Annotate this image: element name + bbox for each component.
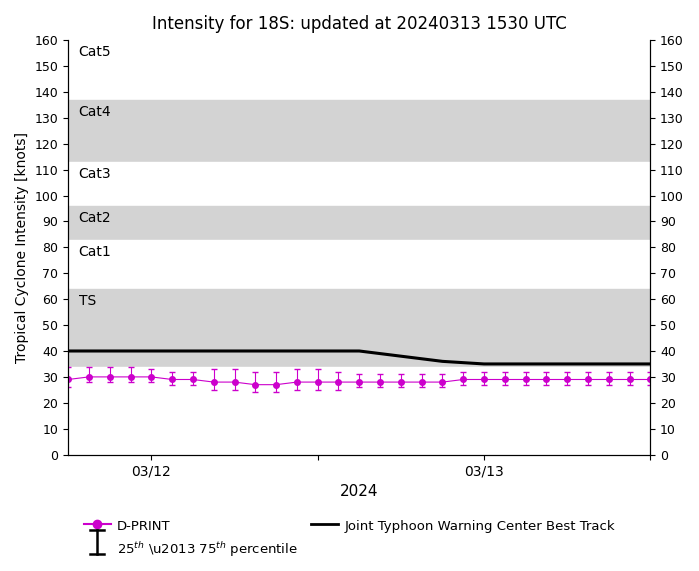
Text: Cat5: Cat5 — [78, 45, 111, 59]
Bar — [69, 162, 650, 206]
Y-axis label: Tropical Cyclone Intensity [knots]: Tropical Cyclone Intensity [knots] — [15, 132, 29, 363]
Text: Cat2: Cat2 — [78, 211, 111, 225]
Bar — [69, 40, 650, 100]
Text: TS: TS — [78, 294, 96, 308]
Text: Cat1: Cat1 — [78, 245, 111, 259]
X-axis label: 2024: 2024 — [340, 484, 379, 499]
Title: Intensity for 18S: updated at 20240313 1530 UTC: Intensity for 18S: updated at 20240313 1… — [152, 15, 567, 33]
Bar — [69, 100, 650, 162]
Text: Cat4: Cat4 — [78, 105, 111, 119]
Bar — [69, 206, 650, 240]
Legend: D-PRINT, 25$^{th}$ \u2013 75$^{th}$ percentile, Joint Typhoon Warning Center Bes: D-PRINT, 25$^{th}$ \u2013 75$^{th}$ perc… — [79, 512, 620, 564]
Text: Cat3: Cat3 — [78, 167, 111, 181]
Bar — [69, 240, 650, 289]
Bar — [69, 289, 650, 367]
Bar — [69, 367, 650, 455]
